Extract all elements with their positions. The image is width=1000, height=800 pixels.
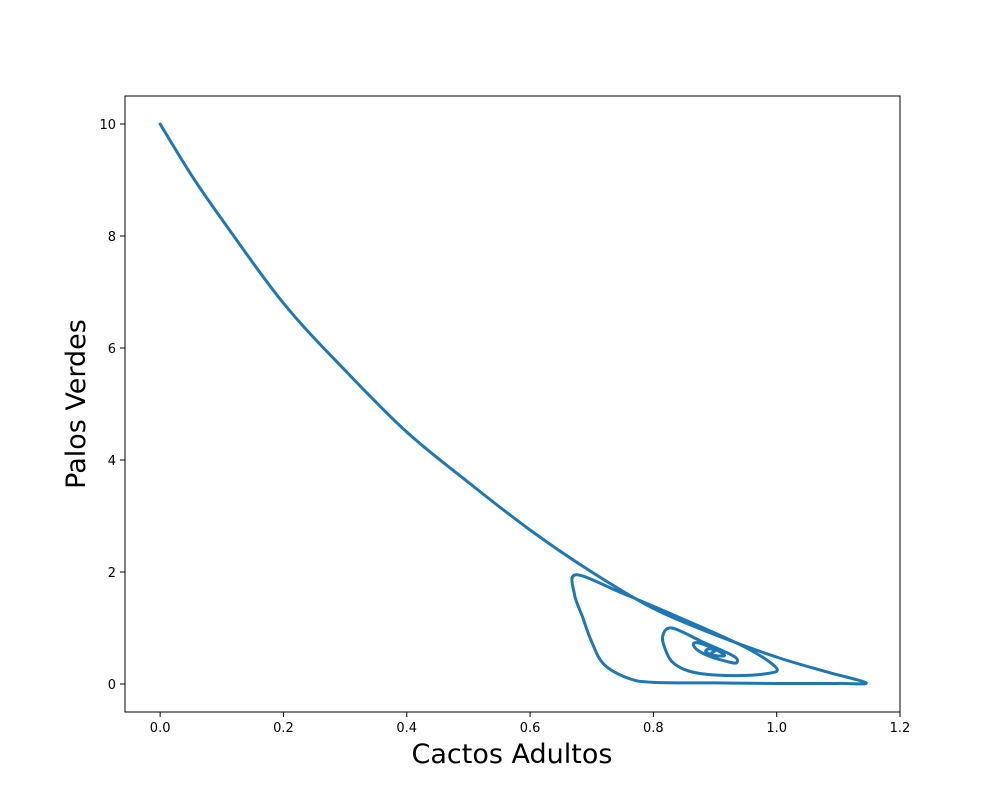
y-tick-label: 2 <box>108 566 116 581</box>
plot-area <box>158 122 868 686</box>
x-tick-label: 0.4 <box>396 721 417 736</box>
series-line-0 <box>158 122 868 686</box>
x-tick-label: 1.2 <box>890 721 911 736</box>
x-tick-label: 0.2 <box>273 721 294 736</box>
x-axis-label: Cactos Adultos <box>412 739 613 770</box>
x-axis-ticks: 0.0 0.2 0.4 0.6 0.8 1.0 1.2 <box>150 712 911 736</box>
x-tick-label: 1.0 <box>766 721 787 736</box>
x-tick-label: 0.8 <box>643 721 664 736</box>
x-tick-label: 0.0 <box>150 721 171 736</box>
y-tick-label: 4 <box>108 454 116 469</box>
axes-frame <box>124 95 901 713</box>
y-axis-ticks: 0 2 4 6 8 10 <box>99 118 125 693</box>
y-tick-label: 10 <box>99 118 116 133</box>
y-axis-label: Palos Verdes <box>61 319 92 489</box>
x-tick-label: 0.6 <box>520 721 541 736</box>
y-tick-label: 6 <box>108 342 116 357</box>
y-tick-label: 8 <box>108 230 116 245</box>
y-tick-label: 0 <box>108 678 116 693</box>
